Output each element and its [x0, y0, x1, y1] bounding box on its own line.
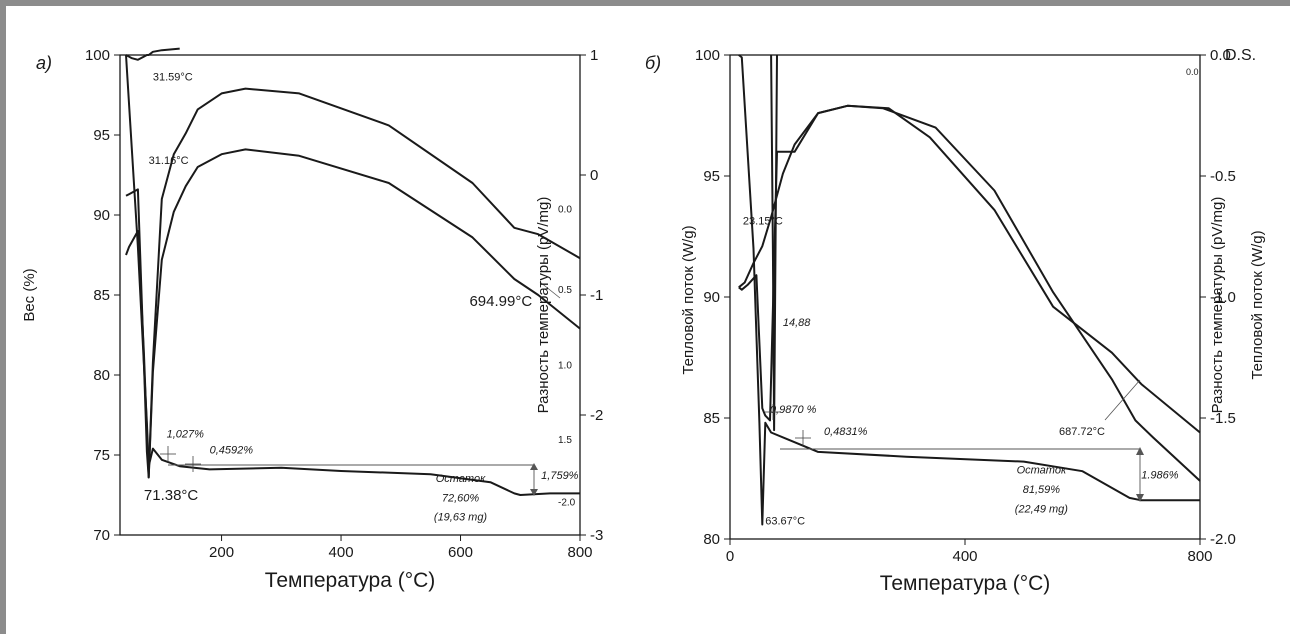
annotation-label: Остаток [436, 473, 486, 485]
annotation-label: 687.72°C [1059, 426, 1105, 438]
panel-b-header-ds: D.S. [1225, 47, 1256, 64]
panel-b-annotations: 23.15°C 14,88 0,9870 % 0,4831% 687.72°C 1.986… [743, 215, 1179, 527]
y-tick-label: 100 [85, 47, 110, 64]
series-line-dta-upper [125, 87, 581, 479]
panel-b-x-axis: 0 400 800 [726, 539, 1213, 565]
series-line-spike [770, 54, 778, 432]
panel-b-y-axis-title-right-outer: Тепловой поток (W/g) [1249, 230, 1266, 379]
panel-b-x-axis-title: Температура (°C) [880, 572, 1051, 595]
y-right-minor-label: 0.5 [558, 285, 572, 296]
x-tick-label: 400 [952, 548, 977, 565]
y-right-tick-label: -1 [590, 287, 603, 304]
series-line-dta-lower [125, 148, 581, 479]
annotation-label: 1,027% [167, 428, 205, 440]
y-tick-label: 90 [703, 289, 720, 306]
panel-b-y-axis-title-right-inner: Разность температуры (pV/mg) [1209, 197, 1226, 414]
panel-b-arrow-head-down [1136, 494, 1144, 502]
y-right-minor-label: 1.5 [558, 435, 572, 446]
panel-a-arrow-head-up [530, 463, 538, 470]
y-tick-label: 85 [703, 410, 720, 427]
y-right-tick-label: -1.0 [1210, 289, 1236, 306]
x-tick-label: 600 [448, 544, 473, 561]
annotation-label: (19,63 mg) [434, 512, 488, 524]
series-line-dtg [125, 47, 180, 61]
y-right-minor-label: 1.0 [558, 361, 572, 372]
panel-a-x-axis-title: Температура (°C) [265, 569, 436, 592]
panel-a-y-axis-right: -3 -2 -1 0 1 0.0 0.5 1.0 1.5 -2.0 [558, 47, 603, 544]
y-tick-label: 100 [695, 47, 720, 64]
annotation-label: 31.16°C [149, 155, 189, 167]
y-tick-label: 85 [93, 287, 110, 304]
y-tick-label: 95 [93, 127, 110, 144]
y-right-tick-label: -3 [590, 527, 603, 544]
annotation-label: 72,60% [442, 492, 480, 504]
annotation-label: 14,88 [783, 317, 811, 329]
panel-b-arrow-head-up [1136, 447, 1144, 455]
panel-b-y-axis-title-left: Тепловой поток (W/g) [680, 225, 697, 374]
annotation-label: 1,759% [541, 470, 579, 482]
y-tick-label: 70 [93, 527, 110, 544]
panel-a-leader-694 [539, 281, 561, 299]
panel-a-y-axis-left: 70 75 80 85 90 95 100 [85, 47, 120, 544]
annotation-label: 694.99°C [469, 293, 532, 310]
annotation-label: 71.38°C [144, 487, 199, 504]
annotation-label: 31.59°C [153, 72, 193, 84]
panel-a-series [125, 47, 581, 496]
x-tick-label: 800 [1187, 548, 1212, 565]
panel-b-y-axis-right: -2.0 -1.5 -1.0 -0.5 0.0 0.0 [1186, 47, 1236, 548]
y-right-tick-label: -2.0 [1210, 531, 1236, 548]
y-tick-label: 75 [93, 447, 110, 464]
y-right-tick-label: 0.0 [1210, 47, 1231, 64]
panel-a: а) 200 400 600 800 70 75 80 85 90 95 100 -3 -2 -1 0 1… [21, 47, 603, 592]
series-line-dtg [738, 104, 1201, 434]
x-tick-label: 200 [209, 544, 234, 561]
annotation-label: 23.15°C [743, 215, 783, 227]
panel-a-arrow-head-down [530, 489, 538, 496]
y-tick-label: 90 [93, 207, 110, 224]
panel-a-label: а) [36, 53, 52, 73]
y-right-tick-label: -2 [590, 407, 603, 424]
annotation-label: 1.986% [1141, 470, 1179, 482]
x-tick-label: 0 [726, 548, 734, 565]
y-right-tick-label: 1 [590, 47, 598, 64]
y-right-tick-label: 0 [590, 167, 598, 184]
panel-b-y-axis-left: 80 85 90 95 100 [695, 47, 730, 548]
y-right-tick-label: -0.5 [1210, 168, 1236, 185]
x-tick-label: 800 [567, 544, 592, 561]
y-right-tick-label: -1.5 [1210, 410, 1236, 427]
y-right-inner-label: 0.0 [1186, 67, 1199, 77]
y-tick-label: 80 [703, 531, 720, 548]
y-tick-label: 80 [93, 367, 110, 384]
panel-a-y-axis-title-left: Вес (%) [21, 268, 38, 321]
annotation-label: 0,4592% [210, 444, 254, 456]
series-line-dta [738, 104, 1201, 482]
panel-b-leader-687 [1104, 379, 1141, 421]
y-right-minor-label: 0.0 [558, 205, 572, 216]
annotation-label: 0,4831% [824, 426, 868, 438]
panel-a-y-axis-title-right: Разность температуры (pV/mg) [535, 197, 552, 414]
y-tick-label: 95 [703, 168, 720, 185]
panel-a-annotations: 31.59°C 31.16°C 71.38°C 694.99°C 1,027% 0,459… [144, 72, 579, 524]
annotation-label: 63.67°C [765, 515, 805, 527]
panel-b-series [738, 54, 1201, 526]
annotation-label: 81,59% [1023, 484, 1061, 496]
panel-a-x-axis: 200 400 600 800 [209, 535, 593, 561]
annotation-label: (22,49 mg) [1015, 503, 1069, 515]
panel-b-plot-area [729, 54, 1201, 540]
panel-b: б) D.S. 0 400 800 80 85 90 95 100 -2.0 -1.5 -1.0… [645, 47, 1266, 595]
annotation-label: 0,9870 % [770, 404, 817, 416]
series-line-tg [738, 54, 1200, 526]
panel-b-label: б) [645, 53, 661, 73]
y-right-minor-label: -2.0 [558, 497, 576, 508]
x-tick-label: 400 [329, 544, 354, 561]
annotation-label: Остаток [1017, 465, 1067, 477]
